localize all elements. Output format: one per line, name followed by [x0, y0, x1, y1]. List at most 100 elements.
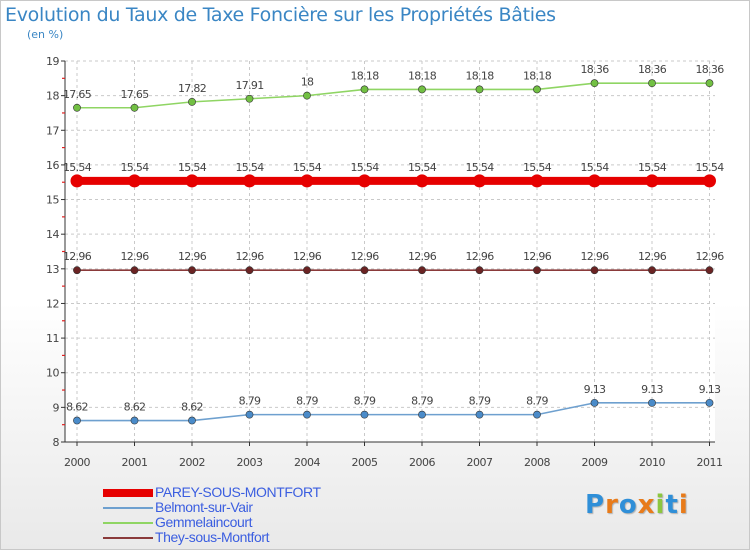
data-label: 18.36: [581, 63, 610, 76]
data-label: 18.18: [408, 69, 437, 82]
data-point: [245, 410, 254, 419]
data-label: 15.54: [121, 161, 150, 174]
data-point: [130, 416, 139, 425]
legend-swatch: [103, 489, 153, 497]
data-point: [70, 174, 84, 188]
data-label: 12.96: [293, 250, 322, 263]
data-label: 15.54: [236, 161, 265, 174]
data-point: [590, 398, 599, 407]
data-label: 8.79: [296, 395, 318, 408]
data-label: 12.96: [638, 250, 667, 263]
data-label: 15.54: [63, 161, 92, 174]
legend-swatch: [103, 537, 153, 539]
x-tick-label: 2004: [294, 456, 320, 469]
data-point: [188, 97, 196, 106]
data-label: 12.96: [408, 250, 437, 263]
proxiti-logo: Proxiti: [585, 490, 689, 520]
data-label: 15.54: [523, 161, 552, 174]
y-tick-label: 18: [46, 90, 59, 103]
legend-label: PAREY-SOUS-MONTFORT: [155, 484, 321, 500]
x-tick-label: 2002: [179, 456, 205, 469]
chart-title: Evolution du Taux de Taxe Foncière sur l…: [5, 4, 556, 26]
data-label: 17.82: [178, 82, 206, 95]
legend-label: Gemmelaincourt: [155, 514, 253, 530]
data-label: 8.79: [526, 395, 548, 408]
data-point: [303, 91, 311, 100]
logo-letter: r: [605, 490, 619, 520]
x-tick-label: 2001: [122, 456, 148, 469]
data-point: [73, 103, 81, 112]
data-label: 8.79: [411, 395, 433, 408]
data-point: [300, 174, 314, 188]
data-label: 18.18: [351, 69, 380, 82]
legend-swatch: [103, 507, 153, 509]
data-label: 15.54: [178, 161, 207, 174]
data-point: [533, 85, 541, 94]
series-line: [76, 402, 711, 422]
data-point: [188, 416, 196, 425]
data-point: [73, 266, 81, 275]
data-point: [475, 410, 484, 419]
x-tick-label: 2000: [64, 456, 90, 469]
data-point: [360, 266, 369, 275]
data-point: [530, 174, 544, 188]
data-point: [358, 174, 371, 188]
logo-letter: o: [618, 490, 638, 520]
data-label: 9.13: [699, 383, 721, 396]
data-label: 18: [301, 76, 314, 89]
data-label: 12.96: [466, 250, 495, 263]
data-label: 12.96: [236, 250, 265, 263]
data-label: 8.62: [181, 401, 203, 414]
data-point: [360, 85, 369, 94]
data-label: 8.79: [239, 395, 261, 408]
data-point: [73, 416, 81, 425]
data-label: 17.65: [121, 88, 150, 101]
data-label: 8.79: [354, 395, 376, 408]
data-point: [475, 85, 484, 94]
data-label: 18.36: [638, 63, 667, 76]
data-point: [130, 266, 139, 275]
y-tick-label: 11: [46, 332, 59, 345]
y-tick-label: 19: [46, 55, 59, 68]
data-point: [648, 79, 656, 88]
data-label: 9.13: [641, 383, 663, 396]
data-point: [590, 266, 599, 275]
data-point: [418, 85, 426, 94]
data-label: 9.13: [584, 383, 606, 396]
logo-letter: i: [678, 490, 689, 520]
logo-letter: P: [585, 490, 606, 520]
data-label: 12.96: [178, 250, 207, 263]
x-tick-label: 2008: [524, 456, 550, 469]
data-label: 17.65: [63, 88, 92, 101]
legend-swatch: [103, 522, 153, 524]
data-point: [418, 266, 426, 275]
data-point: [245, 266, 254, 275]
data-point: [185, 174, 199, 188]
x-tick-label: 2009: [582, 456, 608, 469]
data-label: 15.54: [466, 161, 495, 174]
data-label: 15.54: [638, 161, 667, 174]
data-point: [188, 266, 196, 275]
logo-letter: x: [637, 490, 656, 520]
y-tick-label: 14: [46, 228, 59, 241]
y-tick-label: 16: [46, 159, 59, 172]
data-point: [243, 174, 256, 188]
data-point: [533, 266, 541, 275]
y-tick-label: 13: [46, 263, 59, 276]
data-label: 12.96: [581, 250, 610, 263]
x-tick-label: 2003: [237, 456, 263, 469]
data-label: 18.36: [696, 63, 725, 76]
y-tick-label: 17: [46, 124, 59, 137]
data-point: [245, 94, 254, 103]
data-label: 8.79: [469, 395, 491, 408]
y-tick-label: 10: [46, 367, 59, 380]
data-label: 12.96: [351, 250, 380, 263]
legend-label: They-sous-Montfort: [155, 529, 270, 545]
data-label: 8.62: [124, 401, 146, 414]
data-label: 8.62: [66, 401, 88, 414]
x-tick-label: 2006: [409, 456, 435, 469]
data-point: [475, 266, 484, 275]
data-label: 15.54: [351, 161, 380, 174]
data-point: [415, 174, 429, 188]
